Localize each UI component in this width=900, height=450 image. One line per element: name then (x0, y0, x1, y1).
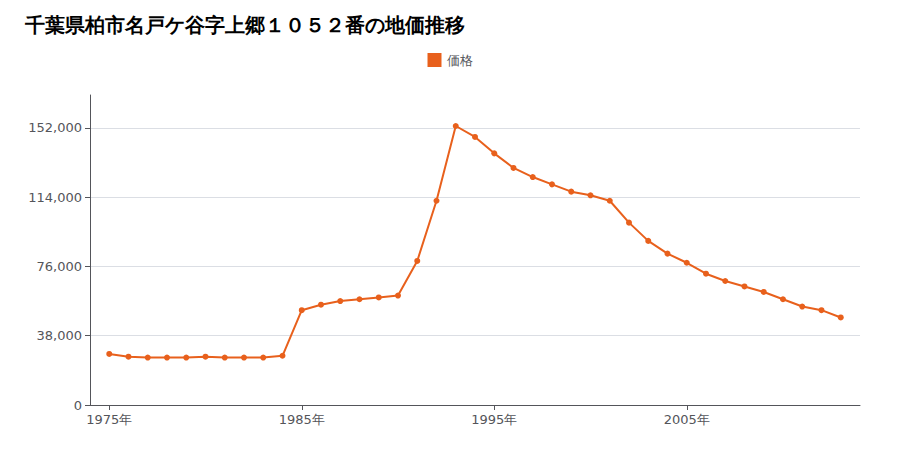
svg-text:76,000: 76,000 (37, 259, 83, 274)
svg-text:0: 0 (74, 398, 82, 413)
svg-text:38,000: 38,000 (37, 328, 83, 343)
svg-text:1985年: 1985年 (279, 412, 325, 427)
svg-text:1975年: 1975年 (86, 412, 132, 427)
svg-text:価格: 価格 (447, 53, 473, 68)
svg-text:1995年: 1995年 (471, 412, 517, 427)
svg-text:114,000: 114,000 (28, 190, 82, 205)
svg-text:152,000: 152,000 (28, 120, 82, 135)
svg-text:千葉県柏市名戸ケ谷字上郷１０５２番の地価推移: 千葉県柏市名戸ケ谷字上郷１０５２番の地価推移 (24, 13, 465, 37)
svg-text:2005年: 2005年 (664, 412, 710, 427)
